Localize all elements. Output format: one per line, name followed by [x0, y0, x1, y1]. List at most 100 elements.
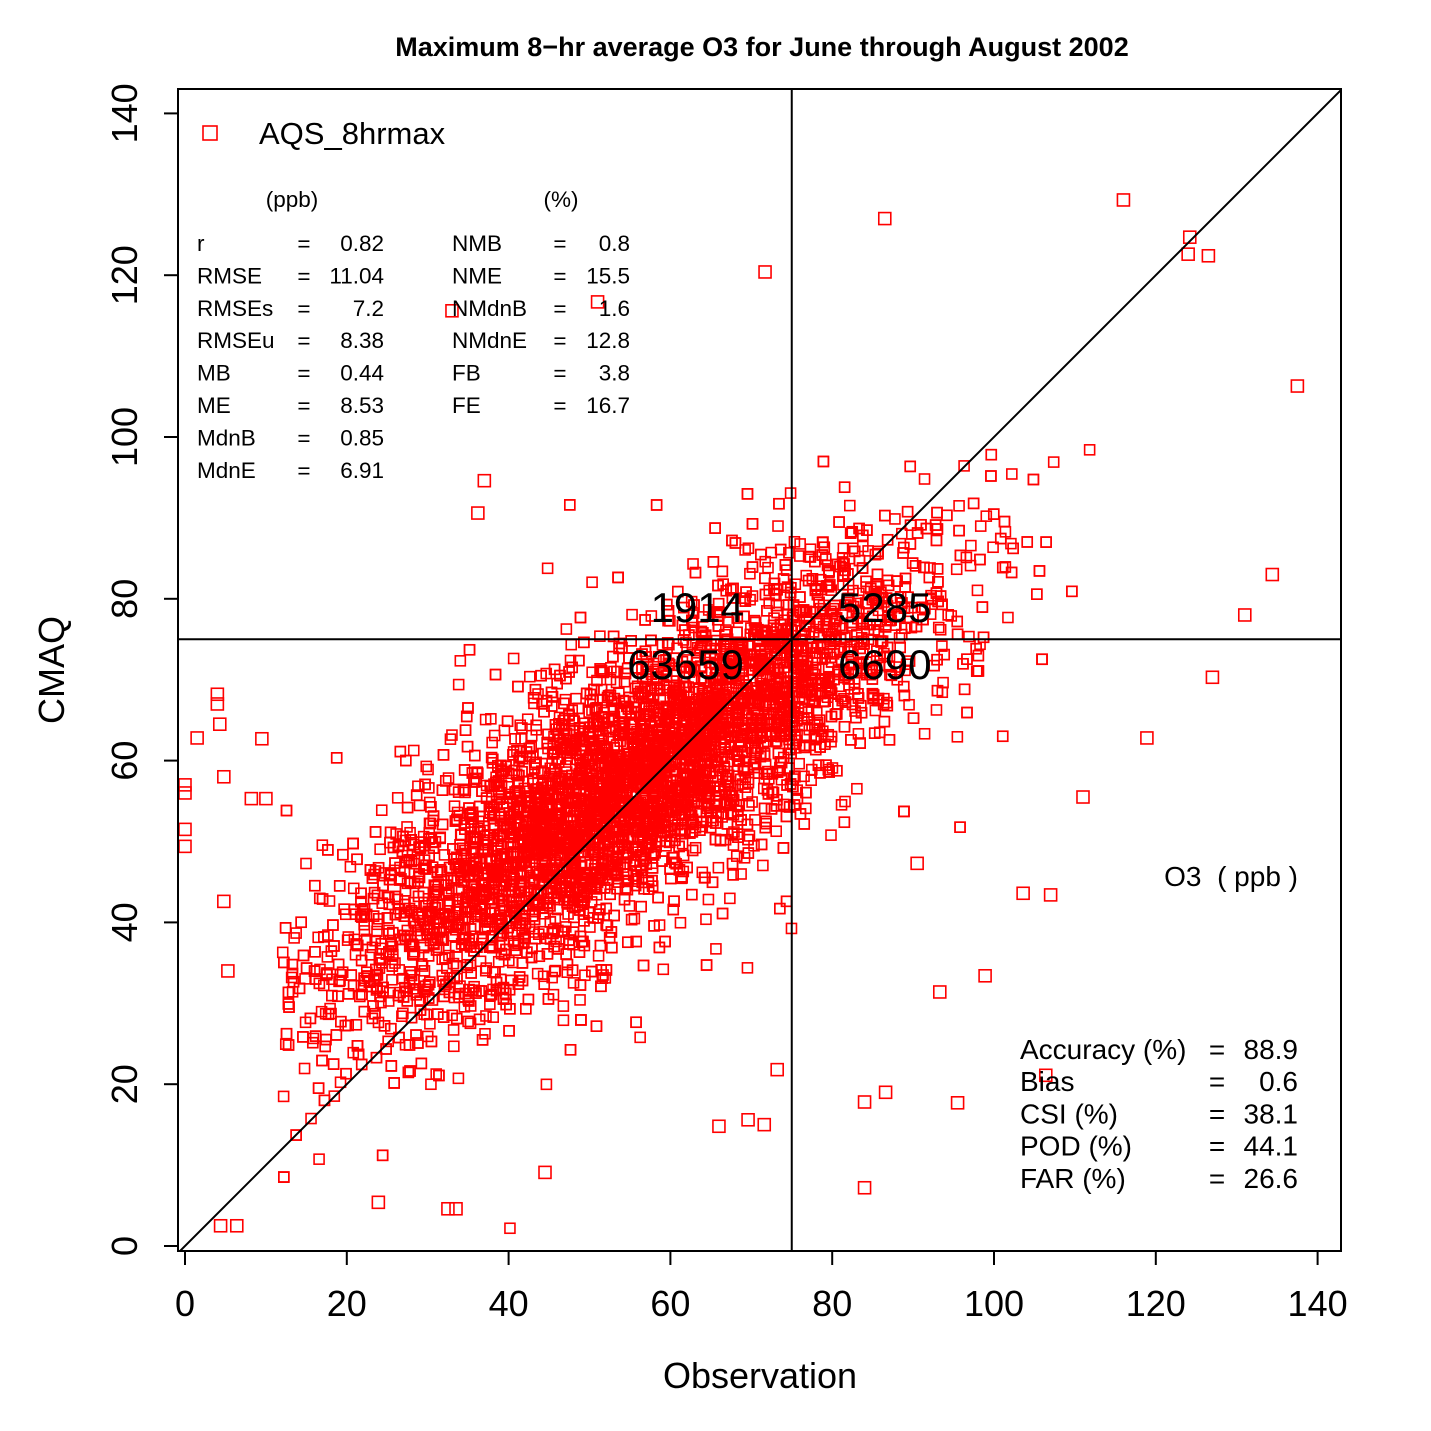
data-point [564, 1043, 577, 1056]
data-point [280, 804, 293, 817]
data-point [459, 987, 472, 1000]
data-point [901, 505, 914, 518]
data-point [332, 990, 344, 1003]
data-point [575, 1014, 587, 1026]
data-point [941, 509, 953, 522]
data-point [372, 1016, 385, 1029]
data-point [742, 776, 755, 789]
data-point [452, 1072, 465, 1085]
data-point [595, 664, 608, 677]
data-point [741, 962, 754, 974]
data-point [746, 518, 759, 530]
data-point [846, 542, 859, 555]
data-point [851, 782, 863, 795]
data-point [770, 825, 783, 838]
data-point [309, 879, 321, 892]
data-point [625, 635, 637, 647]
data-point [930, 534, 943, 547]
data-point [416, 960, 429, 972]
data-point [784, 487, 797, 499]
data-point [746, 796, 758, 808]
data-point [374, 843, 386, 856]
data-point [447, 1024, 460, 1036]
data-point [332, 958, 345, 971]
data-point [575, 1014, 587, 1026]
data-point [386, 960, 399, 972]
data-point [412, 780, 424, 793]
data-point [351, 939, 364, 952]
data-point [685, 595, 698, 608]
data-point [297, 949, 310, 962]
data-point [680, 636, 692, 649]
data-point [351, 853, 363, 866]
data-point [1031, 588, 1043, 600]
data-point [514, 719, 527, 732]
data-point [407, 744, 420, 757]
data-point [932, 576, 944, 588]
data-point [541, 562, 554, 575]
data-point [716, 565, 729, 578]
data-point [739, 595, 752, 607]
data-point [777, 842, 790, 854]
data-point [399, 1038, 412, 1051]
data-point [871, 568, 884, 581]
data-point [676, 837, 689, 850]
data-point [686, 826, 699, 838]
data-point [278, 1171, 290, 1183]
data-point [772, 520, 784, 532]
data-point [313, 1153, 325, 1165]
data-point [579, 969, 591, 982]
data-point [516, 722, 528, 734]
data-point [557, 1014, 570, 1027]
data-point [459, 724, 472, 736]
data-point [757, 859, 769, 872]
data-point [1027, 473, 1040, 486]
data-point [423, 782, 435, 794]
data-point [437, 749, 450, 761]
data-point [299, 973, 311, 985]
data-point [836, 551, 849, 564]
data-point [963, 630, 975, 643]
data-point [442, 772, 455, 784]
data-point [798, 818, 811, 830]
data-point [604, 673, 617, 686]
data-point [452, 678, 465, 691]
data-point [369, 826, 382, 838]
data-point [358, 925, 371, 937]
data-point [286, 986, 299, 998]
data-point [436, 784, 449, 796]
data-point [404, 826, 416, 839]
data-point [1040, 536, 1052, 548]
data-point [985, 448, 998, 461]
data-point [772, 747, 785, 760]
data-point [838, 816, 851, 829]
data-point [489, 668, 502, 681]
data-point [404, 966, 416, 978]
data-point [595, 980, 607, 993]
data-point [612, 571, 624, 584]
data-point [700, 959, 713, 971]
data-point [551, 903, 564, 916]
data-point [486, 736, 498, 749]
data-point [817, 455, 830, 468]
data-point [574, 611, 587, 624]
data-point [1036, 653, 1048, 666]
data-point [872, 545, 884, 558]
data-point [464, 1017, 477, 1030]
data-point [563, 499, 576, 511]
data-point [1007, 542, 1019, 555]
data-point [388, 1077, 401, 1089]
data-point [618, 675, 631, 688]
data-point [903, 655, 916, 667]
data-point [777, 842, 790, 854]
data-point [825, 829, 837, 841]
data-point [746, 561, 759, 573]
data-point [454, 655, 467, 667]
data-point [451, 806, 464, 819]
data-point [739, 544, 751, 556]
data-point [316, 1054, 328, 1067]
data-point [839, 795, 851, 808]
data-point [601, 919, 614, 932]
data-point [724, 892, 736, 905]
